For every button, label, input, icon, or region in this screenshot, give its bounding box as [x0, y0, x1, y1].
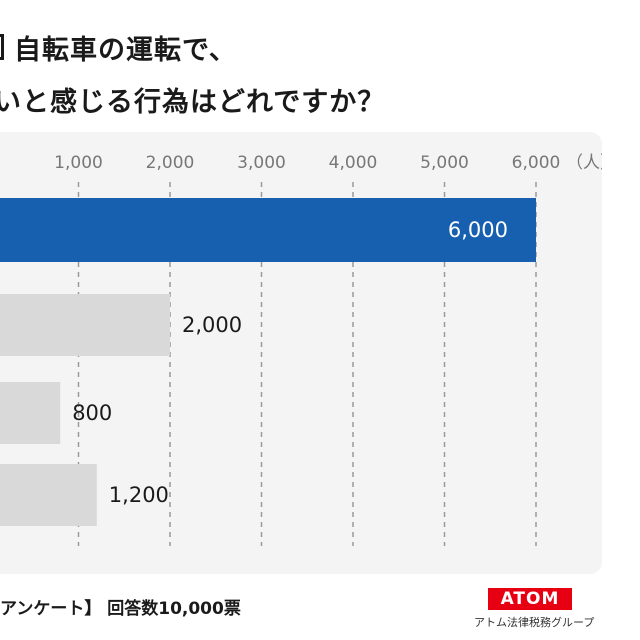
- bar-value-label: 2,000: [182, 313, 242, 337]
- chart-panel: 01,0002,0003,0004,0005,0006,000（人）6,0002…: [0, 132, 602, 574]
- x-tick-label: 3,000: [237, 153, 286, 173]
- bar: [0, 464, 97, 526]
- chart-title-line-2: いと感じる行為はどれですか？: [0, 87, 386, 118]
- bar: [0, 294, 170, 356]
- x-tick-label: 5,000: [420, 153, 469, 173]
- bar: [0, 198, 536, 262]
- x-unit-label: （人）: [566, 153, 602, 173]
- bar-value-label: 1,200: [109, 483, 169, 507]
- atom-logo: ATOM: [488, 588, 572, 610]
- bar-value-label: 800: [72, 401, 112, 425]
- bar: [0, 382, 61, 444]
- x-tick-label: 1,000: [54, 153, 103, 173]
- x-tick-label: 6,000: [512, 153, 561, 173]
- bar-chart: 01,0002,0003,0004,0005,0006,000（人）6,0002…: [0, 153, 602, 546]
- x-tick-label: 4,000: [329, 153, 378, 173]
- x-tick-label: 2,000: [146, 153, 195, 173]
- logo-subtitle: アトム法律税務グループ: [474, 616, 595, 629]
- survey-note: アンケート】 回答数10,000票: [0, 599, 241, 619]
- bar-value-label: 6,000: [448, 218, 508, 242]
- chart-title-line-1: 自転車の運転で、: [14, 35, 237, 66]
- title-bracket-mark: [0, 34, 4, 60]
